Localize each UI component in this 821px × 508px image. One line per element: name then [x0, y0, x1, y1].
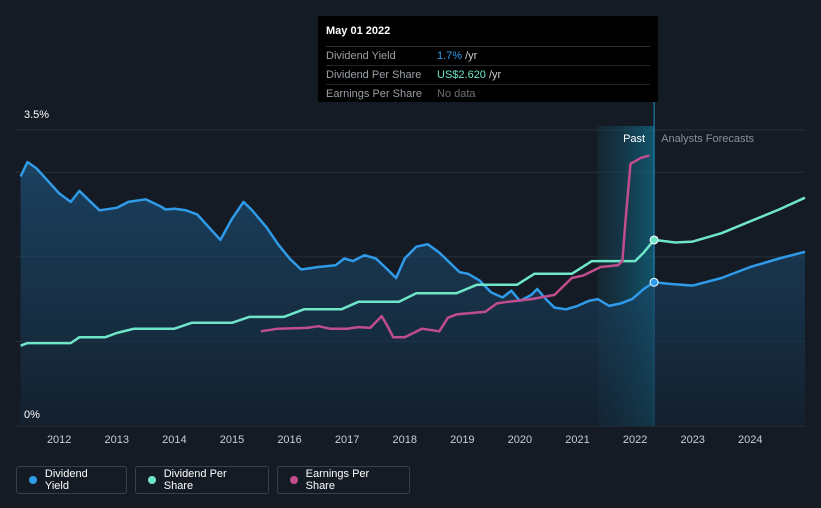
x-tick-label: 2019	[450, 434, 474, 446]
dividend-per-share-marker	[649, 235, 659, 245]
legend-dot-icon	[290, 476, 298, 484]
tooltip-unit: /yr	[465, 50, 478, 62]
x-tick-label: 2023	[680, 434, 704, 446]
tooltip-label: Dividend Yield	[326, 50, 396, 62]
x-tick-label: 2021	[565, 434, 589, 446]
legend-item-dividend-yield[interactable]: Dividend Yield	[16, 466, 127, 494]
x-tick-label: 2018	[392, 434, 416, 446]
hover-tooltip: May 01 2022 Dividend Yield 1.7% /yr Divi…	[318, 16, 658, 102]
axis-layer: 2012 2013 2014 2015 2016 2017 2018 2019 2020 2021…	[24, 109, 763, 446]
x-tick-label: 2022	[623, 434, 647, 446]
tooltip-row-earnings-per-share: Earnings Per Share No data	[326, 85, 650, 103]
forecast-zone-label: Analysts Forecasts	[661, 133, 754, 145]
legend-item-earnings-per-share[interactable]: Earnings Per Share	[277, 466, 410, 494]
tooltip-row-dividend-per-share: Dividend Per Share US$2.620 /yr	[326, 66, 650, 85]
dividend-yield-line	[19, 160, 806, 311]
x-tick-label: 2016	[277, 434, 301, 446]
dividend-yield-marker	[649, 277, 659, 287]
tooltip-unit: /yr	[488, 69, 502, 81]
tooltip-label: Earnings Per Share	[326, 88, 422, 100]
tooltip-label: Dividend Per Share	[326, 69, 422, 81]
series-layer	[19, 154, 806, 426]
tooltip-date: May 01 2022	[326, 16, 650, 47]
legend-dot-icon	[148, 476, 156, 484]
x-tick-label: 2014	[162, 434, 186, 446]
legend-label: Earnings Per Share	[305, 468, 370, 492]
tooltip-row-dividend-yield: Dividend Yield 1.7% /yr	[326, 47, 650, 66]
x-tick-label: 2012	[47, 434, 71, 446]
legend-label: Dividend Per Share	[163, 468, 227, 492]
chart-legend: Dividend Yield Dividend Per Share Earnin…	[16, 466, 410, 494]
x-tick-label: 2017	[335, 434, 359, 446]
x-tick-label: 2013	[105, 434, 129, 446]
tooltip-value: No data	[437, 88, 476, 100]
legend-dot-icon	[29, 476, 37, 484]
earnings-per-share-line	[260, 154, 650, 339]
x-tick-label: 2015	[220, 434, 244, 446]
legend-item-dividend-per-share[interactable]: Dividend Per Share	[135, 466, 269, 494]
dividend-per-share-line	[20, 196, 806, 347]
legend-label: Dividend Yield	[44, 468, 88, 492]
tooltip-value: 1.7%	[437, 50, 463, 62]
y-tick-label: 0%	[24, 409, 40, 421]
x-tick-label: 2024	[738, 434, 762, 446]
x-tick-label: 2020	[508, 434, 532, 446]
tooltip-value: US$2.620	[437, 69, 486, 81]
past-zone-label: Past	[623, 133, 645, 145]
y-tick-label: 3.5%	[24, 109, 49, 121]
